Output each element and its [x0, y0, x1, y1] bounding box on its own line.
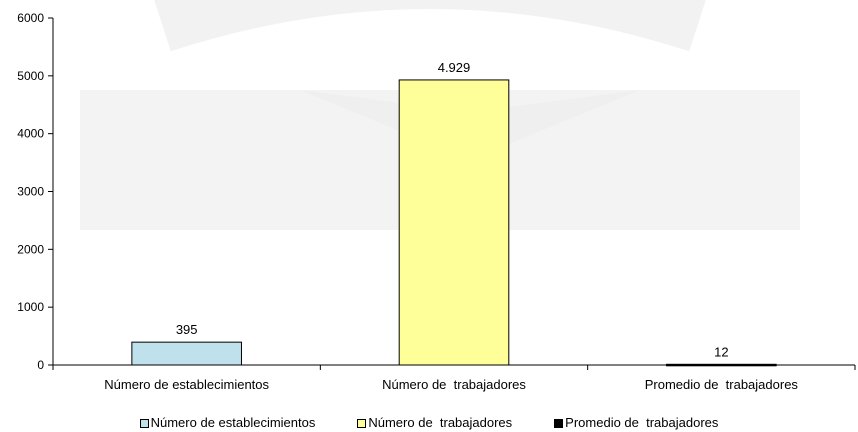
legend-label-trabajadores: Número de trabajadores	[368, 415, 513, 430]
data-label: 12	[714, 344, 728, 359]
legend-item-establecimientos: Número de establecimientos	[139, 414, 316, 432]
legend-swatch-trabajadores	[357, 418, 367, 428]
legend: Número de establecimientos Número de tra…	[0, 414, 858, 432]
y-tick-label: 1000	[17, 300, 44, 314]
y-tick-label: 4000	[17, 127, 44, 141]
legend-swatch-promedio	[554, 418, 564, 428]
legend-swatch-establecimientos	[139, 418, 149, 428]
y-tick-label: 6000	[17, 11, 44, 25]
data-label: 4.929	[438, 60, 471, 75]
y-tick-label: 0	[37, 358, 44, 372]
x-category-label: Número de establecimientos	[104, 377, 269, 392]
y-tick-label: 2000	[17, 242, 44, 256]
y-tick-label: 3000	[17, 185, 44, 199]
legend-item-trabajadores: Número de trabajadores	[357, 414, 512, 432]
y-tick-label: 5000	[17, 69, 44, 83]
legend-label-promedio: Promedio de trabajadores	[565, 415, 719, 430]
y-axis: 0 1000 2000 3000 4000 5000 6000	[17, 11, 54, 372]
bar	[131, 341, 242, 366]
bar-chart: 0 1000 2000 3000 4000 5000 6000 395 4.929 12 Núm…	[17, 0, 856, 392]
legend-item-promedio: Promedio de trabajadores	[554, 414, 718, 432]
x-category-label: Promedio de trabajadores	[645, 377, 799, 392]
data-label: 395	[176, 322, 198, 337]
x-category-label: Número de trabajadores	[382, 377, 526, 392]
x-axis: Número de establecimientos Número de trab…	[52, 364, 856, 392]
bar	[398, 79, 510, 366]
legend-label-establecimientos: Número de establecimientos	[150, 415, 316, 430]
